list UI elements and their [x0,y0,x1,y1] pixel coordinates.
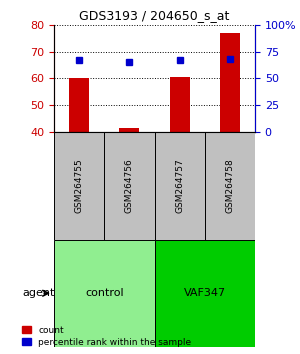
Bar [69,79,89,132]
Text: GSM264757: GSM264757 [175,159,184,213]
Text: GSM264758: GSM264758 [225,159,234,213]
Text: GSM264755: GSM264755 [75,159,84,213]
Text: VAF347: VAF347 [184,288,226,298]
Text: GSM264756: GSM264756 [125,159,134,213]
FancyBboxPatch shape [54,240,154,347]
Text: agent: agent [22,288,55,298]
Title: GDS3193 / 204650_s_at: GDS3193 / 204650_s_at [79,9,230,22]
FancyBboxPatch shape [205,132,255,240]
Bar [220,33,240,132]
FancyBboxPatch shape [54,132,104,240]
FancyBboxPatch shape [154,240,255,347]
Text: control: control [85,288,124,298]
Bar [119,128,140,132]
FancyBboxPatch shape [104,132,154,240]
Legend: count, percentile rank within the sample: count, percentile rank within the sample [20,323,194,349]
Bar [169,77,190,132]
FancyBboxPatch shape [154,132,205,240]
